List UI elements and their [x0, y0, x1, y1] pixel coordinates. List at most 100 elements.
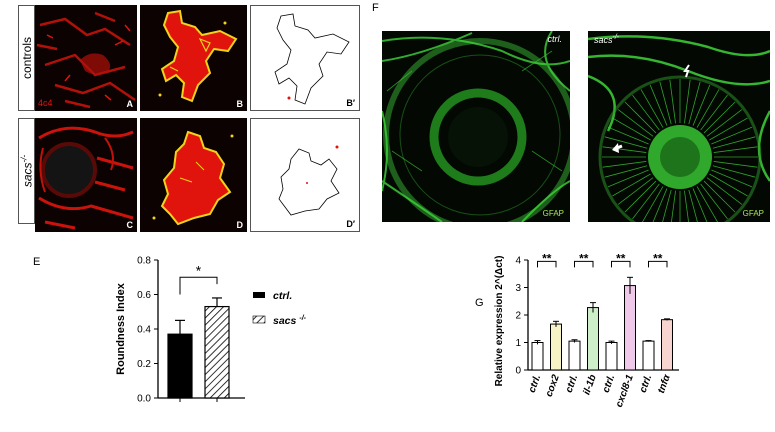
chart-e-sig-star: *: [196, 262, 202, 278]
radial-fiber: [712, 136, 756, 149]
tile-c-letter: C: [126, 220, 134, 230]
radial-fiber: [604, 136, 648, 149]
chart-g-x-tick-label: ctrl.: [527, 373, 544, 394]
micrograph-ctrl: ctrl. GFAP: [382, 31, 570, 222]
radial-fiber: [696, 186, 718, 222]
row-label-controls-text: controls: [19, 36, 34, 80]
tile-b-segmentation: [158, 9, 238, 103]
radial-fiber: [709, 117, 748, 141]
radial-fiber: [612, 117, 651, 141]
tile-b-letter: B: [236, 99, 244, 109]
radial-fiber: [624, 101, 657, 134]
radial-fiber: [688, 81, 701, 125]
chart-e-y-tick-label: 0.2: [137, 359, 151, 370]
tile-b-prime-outline: [274, 13, 350, 105]
chart-g-sig-stars: **: [653, 251, 663, 265]
radial-fiber: [602, 161, 647, 168]
chart-e-legend-ctrl: ctrl.: [273, 290, 292, 302]
chart-g-x-tick-label: tnfα: [656, 373, 673, 395]
tile-d-prime-letter: D′: [346, 219, 355, 229]
radial-fiber: [684, 79, 691, 124]
chart-g-y-label: Relative expression 2^(Δct): [494, 256, 505, 387]
micrograph-ctrl-label: ctrl.: [547, 34, 563, 44]
radial-fiber: [692, 188, 708, 222]
radial-fiber: [713, 161, 758, 168]
radial-fiber: [703, 101, 736, 134]
chart-e-bar: [167, 333, 193, 399]
chart-g-bar: [531, 342, 544, 371]
radial-fiber: [700, 183, 728, 220]
radial-fiber: [632, 183, 660, 220]
chart-g-x-tick-label: cox2: [544, 373, 562, 399]
chart-e-bar: [204, 305, 230, 399]
chart-e-y-tick-label: 0.4: [137, 325, 151, 336]
chart-g-y-tick-label: 2: [515, 311, 521, 322]
row-label-sacs-name: sacs: [20, 162, 34, 188]
panel-letter-e: E: [33, 256, 41, 268]
chart-e-legend-swatch-sacs: [252, 315, 266, 324]
radial-fiber: [671, 190, 676, 222]
radial-fiber: [706, 109, 743, 137]
row-label-controls: controls: [18, 5, 35, 111]
chart-g-y-tick-label: 3: [515, 283, 521, 294]
chart-g-bar: [587, 307, 599, 371]
chart-g-x-tick-label: ctrl.: [601, 373, 618, 394]
chart-g-sig-stars: **: [579, 251, 589, 265]
tile-c-red-stain: [38, 126, 134, 230]
chart-g-bar: [661, 319, 673, 371]
chart-g-y-tick-label: 4: [515, 256, 521, 267]
tile-d-letter: D: [236, 220, 244, 230]
tile-a-stain-label: 4c4: [38, 98, 53, 108]
radial-fiber: [662, 189, 672, 222]
radial-fiber: [652, 188, 668, 222]
chart-e-sig-bracket: [179, 276, 218, 295]
radial-fiber: [617, 177, 654, 205]
chart-e-roundness: 0.0 0.2 0.4 0.6 0.8 Roundness Index * ctrl. sacs…: [115, 256, 307, 405]
radial-fiber: [642, 186, 664, 222]
row-label-sacs-text: sacs-/-: [19, 155, 34, 187]
tile-b-prime-image: B′: [250, 5, 360, 111]
chart-g-y-tick-label: 0: [515, 366, 521, 377]
micrograph-sacs-label-name: sacs: [594, 35, 613, 45]
chart-g-sig-bracket: [611, 260, 631, 268]
radial-fiber: [649, 84, 668, 126]
radial-fiber: [713, 146, 758, 153]
chart-e-legend-sacs-sup: -/-: [299, 315, 306, 322]
radial-fiber: [696, 89, 720, 128]
panel-letter-g: G: [475, 297, 484, 309]
row-label-sacs: sacs-/-: [18, 118, 35, 224]
tile-a-red-stain: [36, 11, 136, 109]
chart-g-x-tick-label: il-1b: [581, 373, 598, 396]
chart-e-legend-swatch-ctrl: [253, 292, 265, 298]
micrograph-sacs-stain: GFAP: [742, 209, 764, 218]
micrograph-sacs-label-sup: -/-: [612, 34, 620, 41]
micrograph-ctrl-gfap-stain: [382, 31, 570, 222]
tile-a-letter: A: [126, 99, 134, 109]
tile-d-segmentation: [152, 130, 234, 226]
chart-g-sig-stars: **: [616, 251, 626, 265]
chart-g-bar: [624, 285, 636, 371]
tile-b-image: B: [140, 5, 247, 111]
radial-fiber: [632, 94, 660, 131]
chart-e-y-tick-label: 0.8: [137, 256, 151, 267]
chart-g-bar: [642, 340, 655, 371]
chart-e-legend-sacs: sacs -/-: [273, 315, 307, 327]
chart-g-x-tick-label: cxcl8-1: [614, 373, 636, 409]
chart-g-sig-bracket: [537, 260, 557, 268]
chart-g-bar: [550, 323, 562, 371]
radial-fiber: [688, 189, 698, 222]
radial-fiber: [659, 81, 672, 125]
radial-fiber: [709, 173, 748, 197]
chart-g-x-tick-label: ctrl.: [564, 373, 581, 394]
radial-fiber: [700, 94, 728, 131]
tile-c-image: C: [35, 118, 137, 232]
chart-e-y-tick-label: 0.6: [137, 290, 151, 301]
radial-fiber: [711, 126, 753, 145]
radial-fiber: [712, 165, 756, 178]
micrograph-sacs-label: sacs-/-: [594, 34, 619, 45]
chart-e-y-label: Roundness Index: [115, 282, 127, 375]
tile-b-prime-letter: B′: [346, 98, 355, 108]
chart-g-sig-stars: **: [542, 251, 552, 265]
radial-fiber: [624, 180, 657, 213]
